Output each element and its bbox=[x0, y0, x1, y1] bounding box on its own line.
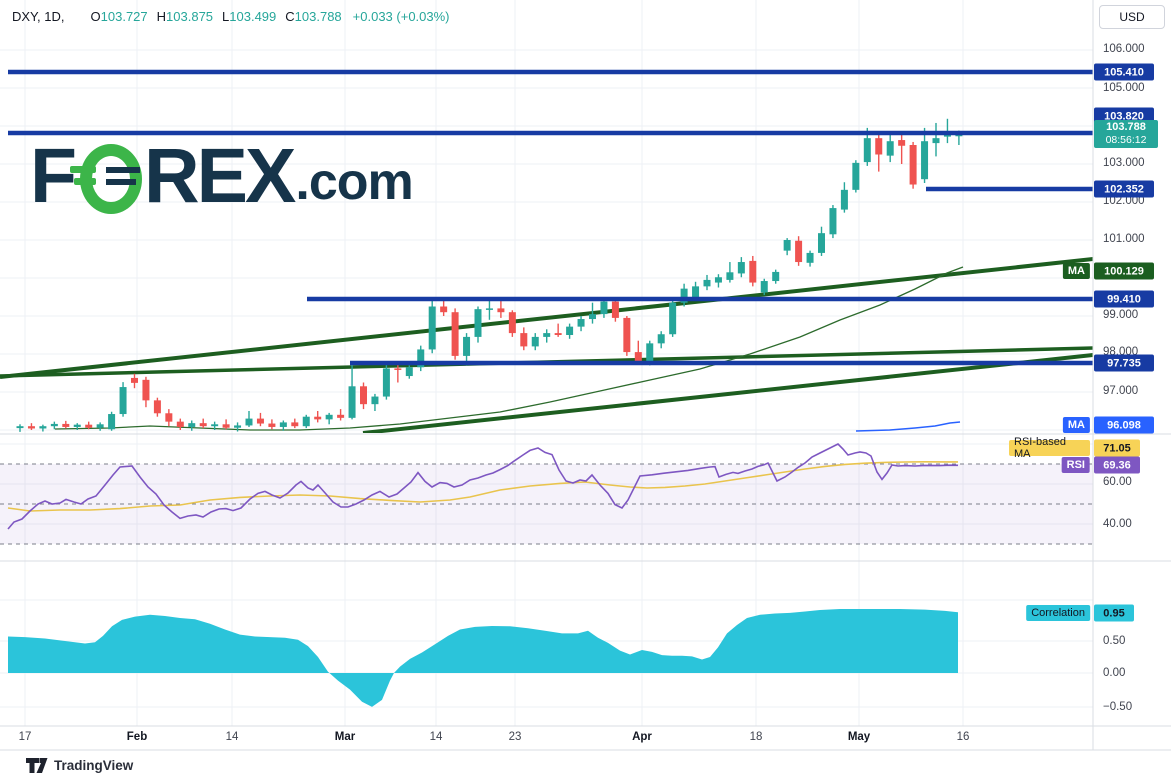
time-tick-Feb: Feb bbox=[126, 731, 148, 743]
close-value: 103.788 bbox=[294, 8, 342, 24]
rsi-ma-chip: RSI-based MA bbox=[1009, 436, 1090, 460]
correlation-value-label: 0.95 bbox=[1094, 604, 1134, 622]
rsi-value-label: 69.36 bbox=[1094, 456, 1140, 474]
axis-label-rsi-60.00: 60.00 bbox=[1103, 476, 1132, 488]
low-label: L bbox=[222, 8, 230, 24]
tradingview-logo[interactable]: TradingView bbox=[26, 758, 133, 773]
change-value: +0.033 (+0.03%) bbox=[352, 8, 450, 24]
level-price-label-97.735: 97.735 bbox=[1094, 354, 1154, 372]
rsi-chip: RSI bbox=[1061, 457, 1090, 473]
axis-label-corr-0.50: 0.50 bbox=[1103, 635, 1126, 647]
open-value: 103.727 bbox=[100, 8, 148, 24]
watermark-rex: REX bbox=[144, 133, 296, 219]
axis-label-price-105.000: 105.000 bbox=[1103, 82, 1145, 94]
ma-green-chip: MA bbox=[1062, 263, 1090, 279]
level-price-label-105.410: 105.410 bbox=[1094, 63, 1154, 81]
axis-label-rsi-40.00: 40.00 bbox=[1103, 518, 1132, 530]
time-tick-23: 23 bbox=[508, 731, 522, 743]
time-tick-17: 17 bbox=[18, 731, 32, 743]
ma-blue-chip: MA bbox=[1062, 417, 1090, 433]
high-pair: H103.875 bbox=[157, 9, 213, 24]
axis-label-price-103.000: 103.000 bbox=[1103, 157, 1145, 169]
axis-label-price-99.000: 99.000 bbox=[1103, 309, 1139, 321]
low-value: 103.499 bbox=[229, 8, 277, 24]
open-pair: O103.727 bbox=[91, 9, 148, 24]
time-tick-18: 18 bbox=[749, 731, 763, 743]
ma-blue-value-label: 96.098 bbox=[1094, 416, 1154, 434]
high-label: H bbox=[156, 8, 167, 24]
axis-label-price-106.000: 106.000 bbox=[1103, 43, 1145, 55]
watermark-f: F bbox=[30, 133, 77, 219]
close-label: C bbox=[285, 8, 295, 24]
low-pair: L103.499 bbox=[222, 9, 276, 24]
correlation-chip: Correlation bbox=[1026, 605, 1090, 621]
time-tick-14: 14 bbox=[429, 731, 443, 743]
currency-toggle-button[interactable]: USD bbox=[1099, 5, 1165, 29]
time-tick-14: 14 bbox=[225, 731, 239, 743]
time-tick-16: 16 bbox=[956, 731, 970, 743]
rsi-ma-value-label: 71.05 bbox=[1094, 439, 1140, 457]
forex-o-logo-icon bbox=[70, 144, 143, 214]
tradingview-logo-icon bbox=[26, 758, 48, 773]
close-pair: C103.788 bbox=[285, 9, 341, 24]
level-price-label-99.410: 99.410 bbox=[1094, 290, 1154, 308]
watermark-com: .com bbox=[295, 153, 413, 211]
time-tick-Apr: Apr bbox=[632, 731, 652, 743]
countdown-timer: 08:56:12 bbox=[1105, 134, 1147, 146]
level-price-label-102.352: 102.352 bbox=[1094, 180, 1154, 198]
time-tick-Mar: Mar bbox=[334, 731, 356, 743]
axis-label-price-97.000: 97.000 bbox=[1103, 385, 1139, 397]
forex-com-watermark: F REX .com bbox=[30, 133, 414, 219]
axis-label-price-101.000: 101.000 bbox=[1103, 233, 1145, 245]
ma-green-value-label: 100.129 bbox=[1094, 262, 1154, 280]
open-label: O bbox=[90, 8, 101, 24]
high-value: 103.875 bbox=[166, 8, 214, 24]
time-tick-May: May bbox=[847, 731, 871, 743]
axis-label-corr-−0.50: −0.50 bbox=[1103, 701, 1133, 713]
axis-label-price-102.000: 102.000 bbox=[1103, 195, 1145, 207]
axis-label-corr-0.00: 0.00 bbox=[1103, 667, 1126, 679]
last-price-label: 103.788 08:56:12 bbox=[1094, 120, 1158, 148]
symbol-header[interactable]: DXY, 1D, O103.727 H103.875 L103.499 C103… bbox=[12, 6, 450, 26]
tradingview-logo-text: TradingView bbox=[54, 758, 134, 773]
symbol-name: DXY, 1D, bbox=[12, 8, 65, 24]
